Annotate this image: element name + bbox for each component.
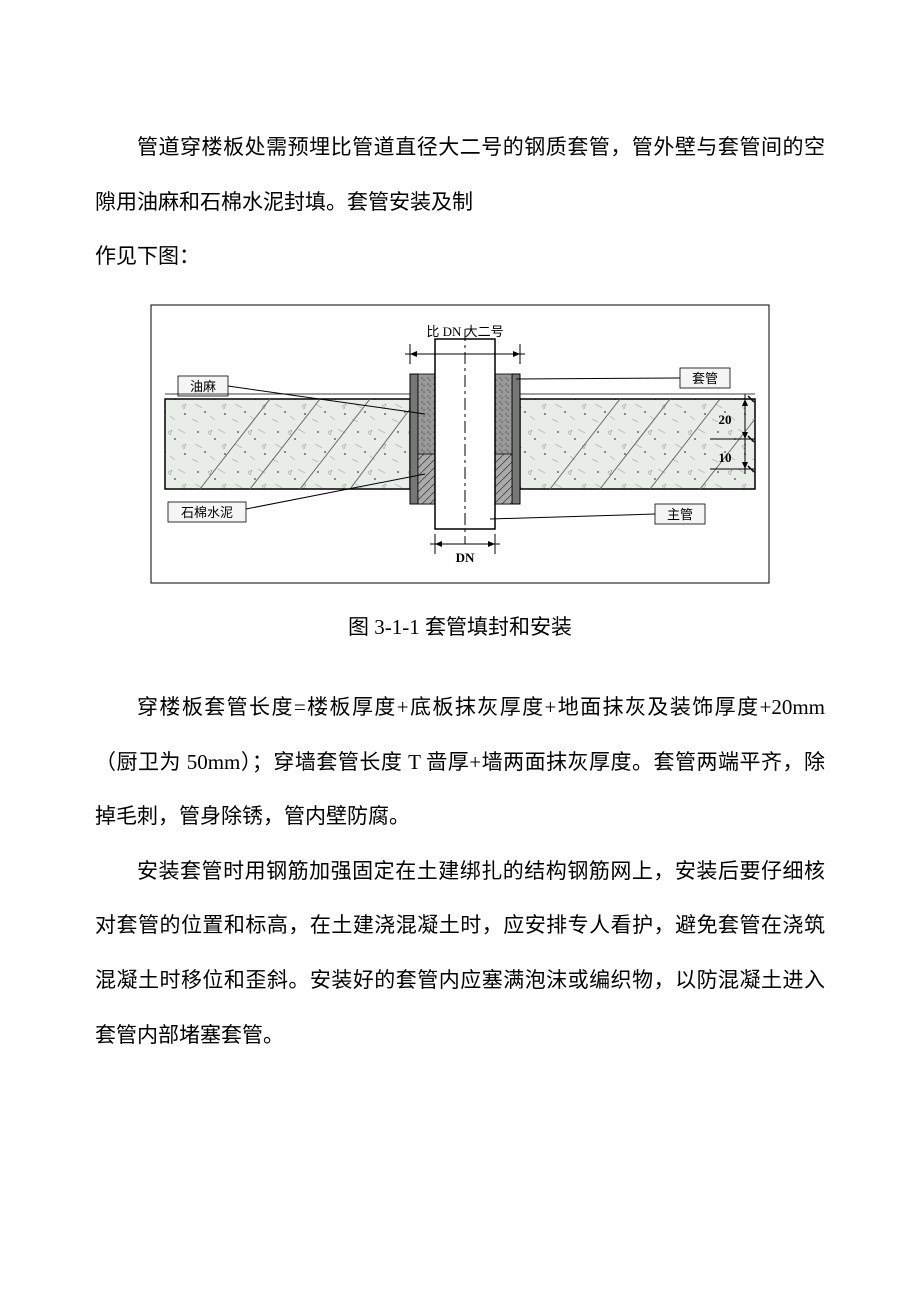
diagram-label-right-bottom: 主管 (667, 507, 693, 522)
paragraph-2: 穿楼板套管长度=楼板厚度+底板抹灰厚度+地面抹灰及装饰厚度+20mm（厨卫为 5… (95, 680, 825, 844)
diagram-label-right-top: 套管 (692, 371, 718, 386)
paragraph-1b: 作见下图： (95, 229, 825, 284)
paragraph-1a: 管道穿楼板处需预埋比管道直径大二号的钢质套管，管外壁与套管间的空隙用油麻和石棉水… (95, 120, 825, 229)
diagram-label-bottom-dim: DN (456, 550, 475, 565)
paragraph-3: 安装套管时用钢筋加强固定在土建绑扎的结构钢筋网上，安装后要仔细核对套管的位置和标… (95, 844, 825, 1062)
diagram-figure: 比 DN 大二号 DN 油麻 石棉水泥 套管 主管 20 (150, 304, 770, 584)
sleeve-diagram-svg: 比 DN 大二号 DN 油麻 石棉水泥 套管 主管 20 (150, 304, 770, 584)
diagram-label-left-top: 油麻 (190, 379, 216, 394)
diagram-label-top-dim: 比 DN 大二号 (426, 324, 503, 339)
diagram-label-dim-20: 20 (719, 412, 732, 427)
diagram-label-dim-10: 10 (719, 450, 732, 465)
figure-caption: 图 3-1-1 套管填封和安装 (95, 604, 825, 650)
diagram-label-left-bottom: 石棉水泥 (181, 505, 233, 520)
